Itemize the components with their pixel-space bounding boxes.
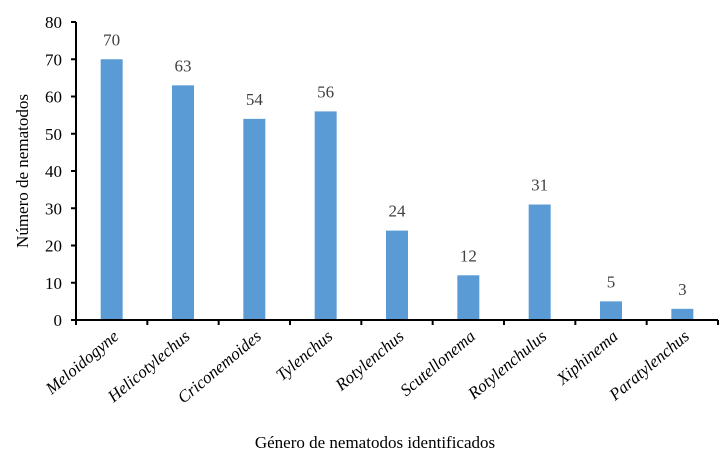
bar-criconemoides bbox=[243, 118, 266, 320]
x-tick-label: Rotylenchulus bbox=[463, 326, 550, 403]
y-tick-label: 20 bbox=[45, 237, 62, 256]
bar-paratylenchus bbox=[671, 308, 694, 320]
y-tick-label: 60 bbox=[45, 88, 62, 107]
x-axis-title: Género de nematodos identificados bbox=[255, 433, 495, 452]
y-tick-label: 30 bbox=[45, 199, 62, 218]
y-tick-label: 40 bbox=[45, 162, 62, 181]
data-label: 3 bbox=[678, 280, 687, 299]
data-label: 24 bbox=[389, 202, 407, 221]
data-label: 56 bbox=[317, 82, 334, 101]
bar-tylenchus bbox=[314, 111, 337, 321]
x-tick-label: Xiphinema bbox=[552, 327, 621, 390]
y-tick-label: 10 bbox=[45, 274, 62, 293]
data-label: 54 bbox=[246, 90, 264, 109]
x-tick-label: Tylenchus bbox=[272, 326, 336, 384]
y-axis-title: Número de nematodos bbox=[13, 94, 32, 248]
y-tick-label: 0 bbox=[54, 311, 63, 330]
bar-meloidogyne bbox=[100, 59, 123, 320]
data-label: 70 bbox=[103, 30, 120, 49]
bars: 70 63 54 56 24 12 31 5 3 bbox=[100, 30, 694, 321]
data-label: 63 bbox=[175, 56, 192, 75]
bar-xiphinema bbox=[600, 301, 622, 320]
bar-rotylenchulus bbox=[528, 204, 551, 320]
bar-helicotylechus bbox=[172, 85, 194, 320]
y-tick-label: 80 bbox=[45, 13, 62, 32]
data-label: 12 bbox=[460, 246, 477, 265]
data-label: 31 bbox=[531, 176, 548, 195]
y-tick-label: 70 bbox=[45, 50, 62, 69]
y-axis-ticks: 0 10 20 30 40 50 60 70 80 bbox=[45, 13, 76, 330]
y-tick-label: 50 bbox=[45, 125, 62, 144]
data-label: 5 bbox=[607, 272, 616, 291]
bar-scutellonema bbox=[457, 275, 480, 320]
bar-rotylenchus bbox=[386, 230, 408, 320]
